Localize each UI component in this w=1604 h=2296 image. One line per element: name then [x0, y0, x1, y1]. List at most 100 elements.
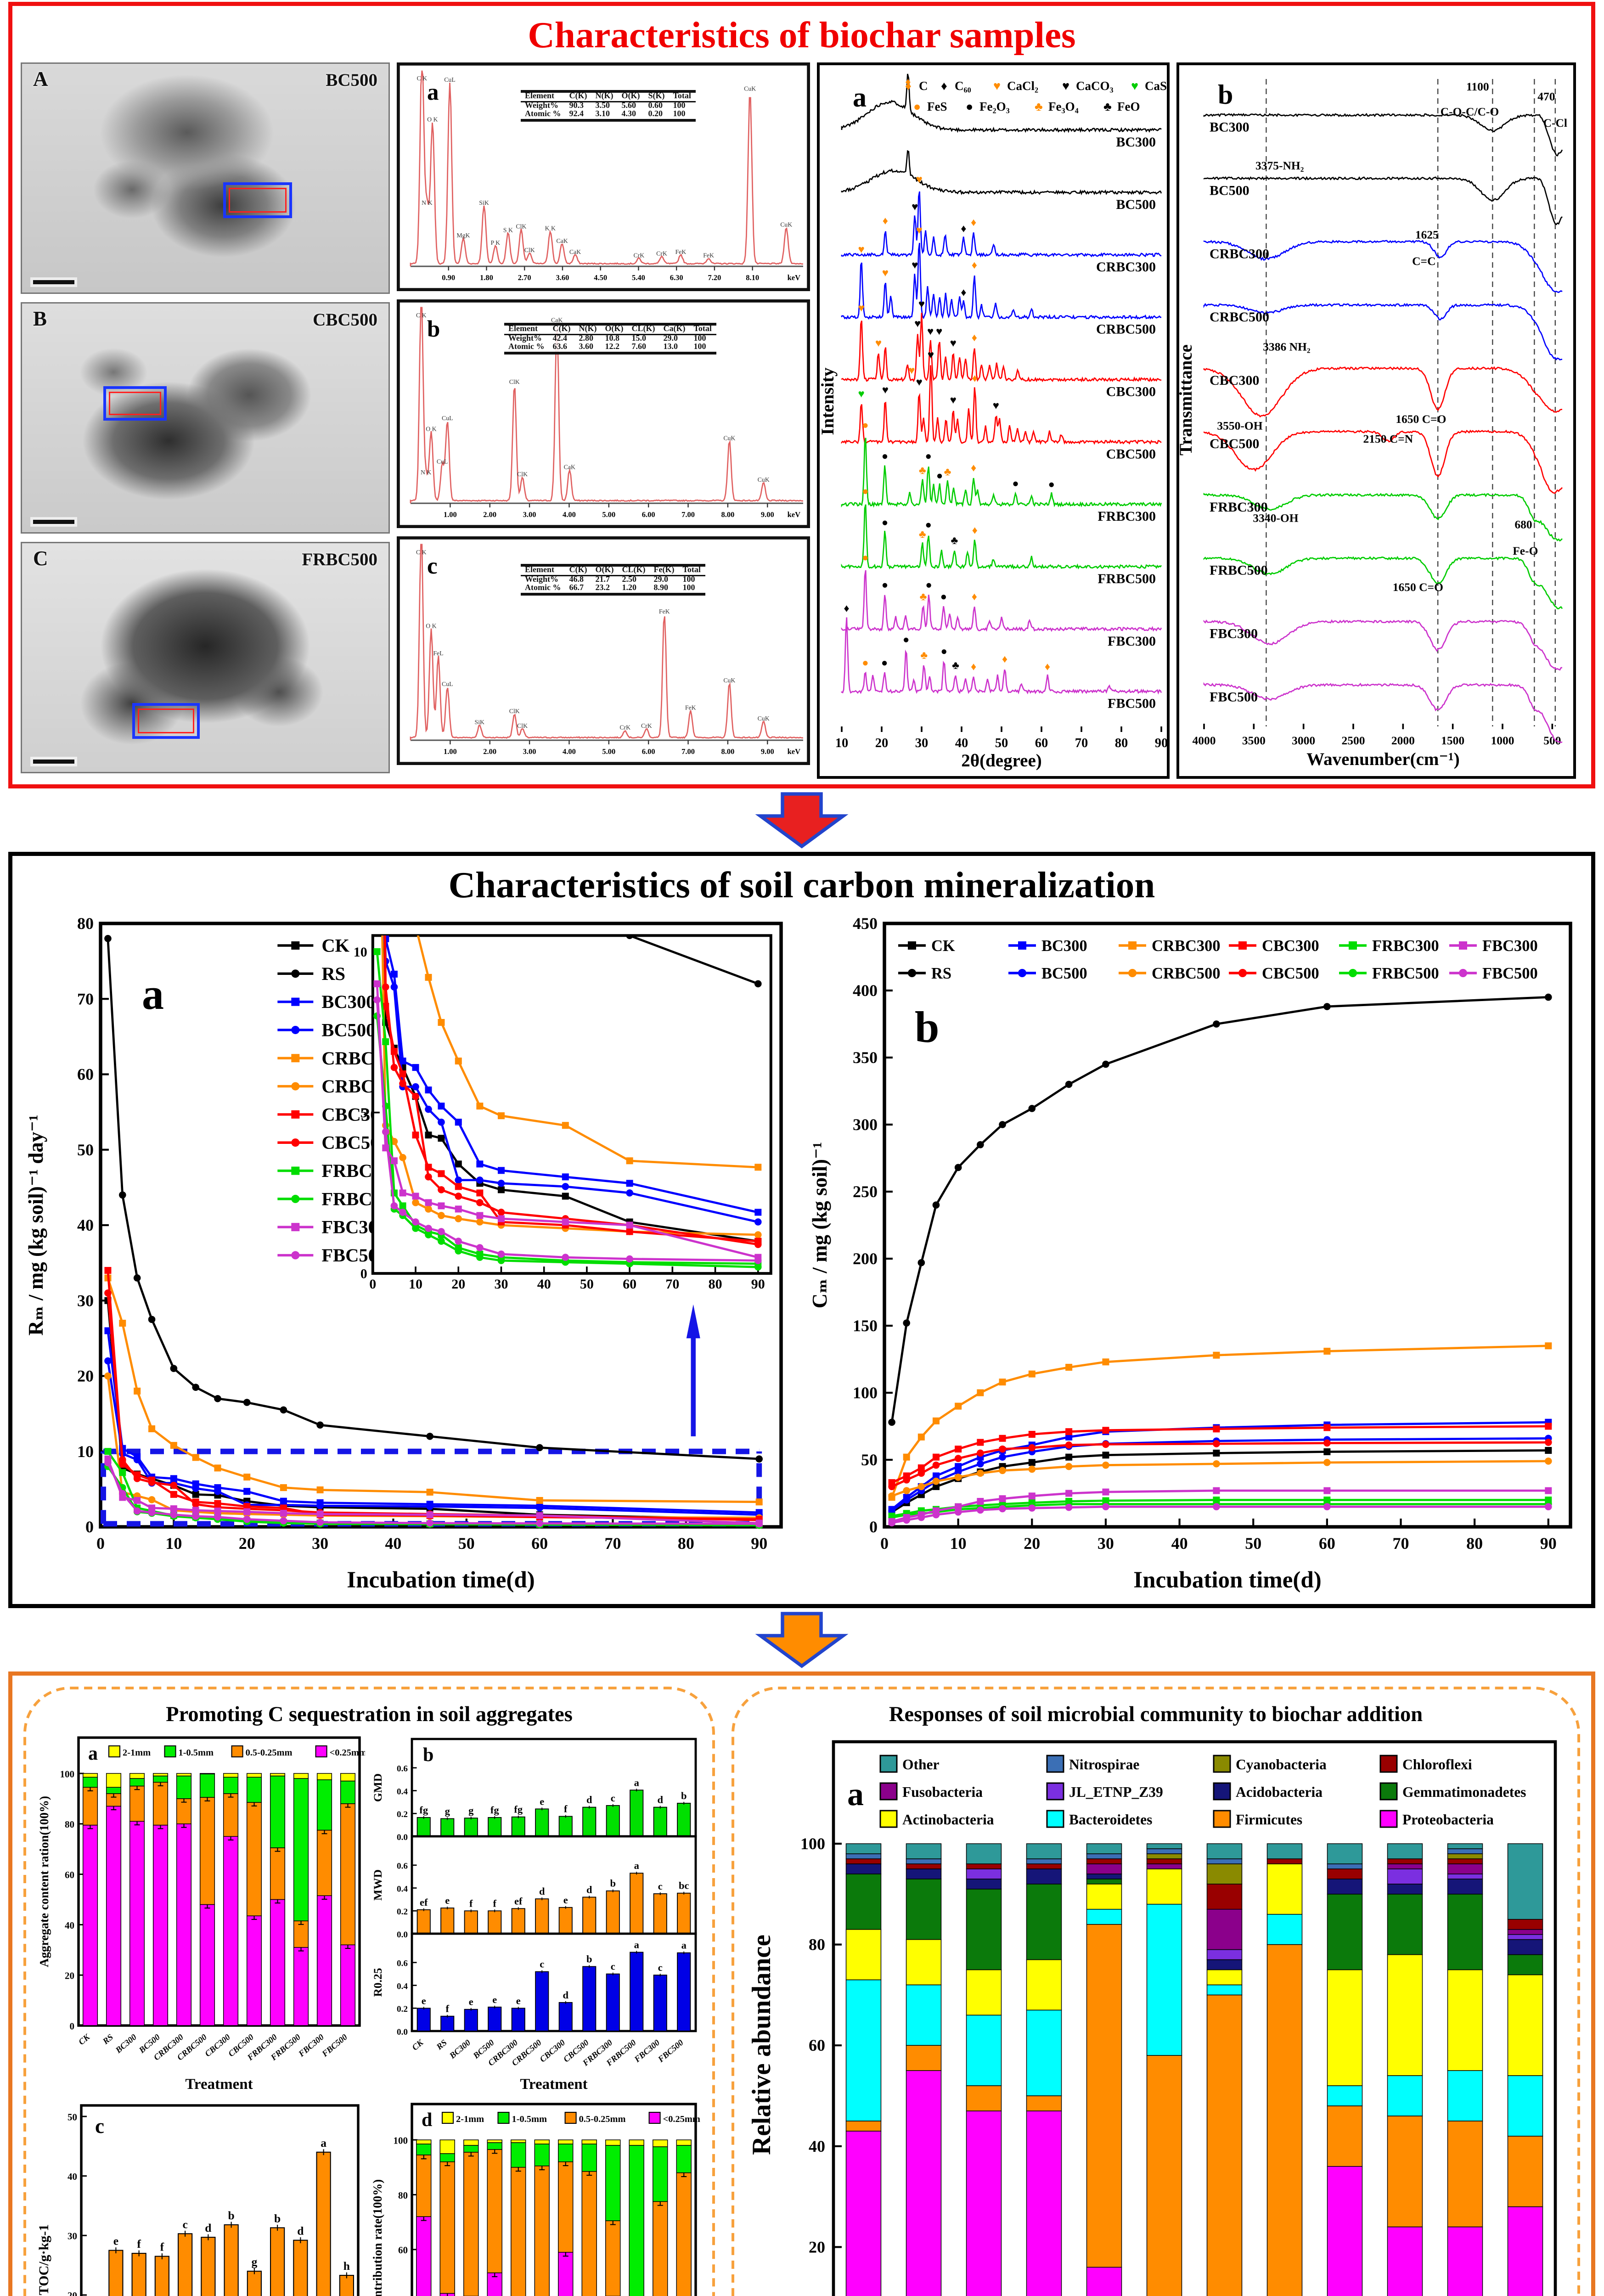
svg-text:40: 40	[955, 736, 968, 750]
svg-text:FBC300: FBC300	[1482, 937, 1538, 955]
svg-text:c: c	[658, 1962, 663, 1973]
svg-text:fg: fg	[419, 1804, 428, 1816]
svg-text:2500: 2500	[1342, 734, 1365, 747]
svg-text:680: 680	[1514, 518, 1532, 531]
svg-text:a: a	[88, 1743, 98, 1764]
svg-text:70: 70	[77, 990, 94, 1008]
svg-text:500: 500	[1543, 734, 1561, 747]
svg-text:♣: ♣	[920, 591, 927, 603]
svg-text:0.4: 0.4	[397, 1981, 408, 1991]
svg-text:e: e	[469, 1996, 473, 2008]
svg-text:♦: ♦	[971, 217, 976, 229]
svg-text:CK: CK	[77, 2032, 92, 2047]
svg-text:f: f	[160, 2240, 164, 2254]
svg-text:●: ●	[940, 591, 947, 603]
svg-text:CRBC500: CRBC500	[1210, 310, 1269, 325]
svg-text:♦: ♦	[971, 462, 976, 474]
tem-sample-label: BC500	[326, 69, 377, 90]
svg-text:FBC500: FBC500	[1210, 689, 1258, 704]
biochar-section-title: Characteristics of biochar samples	[528, 14, 1076, 56]
svg-text:RS: RS	[931, 965, 951, 982]
svg-text:1650 C=O: 1650 C=O	[1396, 412, 1446, 426]
svg-text:90: 90	[1540, 1534, 1557, 1553]
aggregates-box-title: Promoting C sequestration in soil aggreg…	[166, 1703, 573, 1727]
svg-text:BC500: BC500	[1210, 183, 1249, 198]
svg-text:FeK: FeK	[675, 248, 687, 255]
svg-text:CuL: CuL	[444, 76, 456, 83]
svg-text:BC300: BC300	[447, 2038, 473, 2061]
svg-text:♦: ♦	[941, 79, 947, 93]
xrd-chart: 10 20 30 40 50 60 70 80 90 2θ(degree) Intensity BC3…	[817, 62, 1170, 779]
svg-text:●: ●	[936, 470, 943, 482]
svg-text:♦: ♦	[961, 287, 966, 299]
svg-text:bc: bc	[679, 1880, 689, 1891]
svg-text:FRBC300: FRBC300	[1210, 500, 1268, 515]
svg-text:d: d	[586, 1884, 592, 1895]
svg-text:SiK: SiK	[479, 199, 489, 206]
svg-text:40: 40	[77, 1216, 94, 1234]
svg-text:♥: ♥	[912, 259, 918, 271]
svg-text:4000: 4000	[1193, 734, 1216, 747]
svg-text:0.4: 0.4	[397, 1884, 408, 1894]
svg-text:TOC contribution rate(100%): TOC contribution rate(100%)	[371, 2179, 384, 2296]
svg-text:0.0: 0.0	[397, 2027, 408, 2037]
svg-text:ClK: ClK	[524, 247, 535, 253]
svg-text:Incubation time(d): Incubation time(d)	[347, 1567, 535, 1593]
svg-text:CrK: CrK	[634, 252, 645, 259]
svg-text:40: 40	[65, 1920, 74, 1931]
svg-text:b: b	[1218, 79, 1233, 110]
svg-text:470: 470	[1537, 90, 1555, 103]
svg-text:●: ●	[966, 100, 973, 113]
svg-text:♣: ♣	[919, 529, 926, 540]
svg-text:20: 20	[809, 2238, 825, 2256]
svg-text:♦: ♦	[972, 259, 977, 271]
svg-text:10: 10	[835, 736, 849, 750]
svg-text:d: d	[657, 1794, 663, 1806]
microbial-community-chart: Other Nitrospirae Cyanobacteria Chloroflexi…	[747, 1740, 1557, 2296]
tem-scale-bar	[33, 520, 74, 524]
mineralization-title: Characteristics of soil carbon mineraliz…	[448, 864, 1155, 906]
svg-text:c: c	[182, 2217, 187, 2231]
svg-text:●: ●	[925, 579, 932, 591]
svg-text:C=C: C=C	[1412, 254, 1435, 268]
tem-roi-box	[102, 386, 167, 421]
svg-text:a: a	[142, 969, 164, 1019]
svg-text:7.00: 7.00	[681, 510, 695, 519]
svg-text:3.00: 3.00	[523, 747, 536, 756]
svg-text:CaSO₄: CaSO₄	[1145, 79, 1170, 93]
svg-text:b: b	[228, 2209, 235, 2222]
svg-text:40: 40	[385, 1534, 401, 1553]
svg-text:♥: ♥	[1131, 79, 1138, 93]
svg-text:CaK: CaK	[569, 248, 581, 255]
tem-image-bc500: A BC500	[21, 62, 390, 294]
svg-text:C K: C K	[416, 549, 427, 556]
svg-text:0.6: 0.6	[397, 1764, 408, 1774]
svg-text:d: d	[586, 1794, 592, 1806]
svg-text:♥: ♥	[914, 318, 921, 330]
svg-text:♣: ♣	[944, 466, 951, 478]
svg-text:●: ●	[862, 657, 869, 669]
svg-text:g: g	[468, 1805, 474, 1816]
svg-text:TOC/g·kg-1: TOC/g·kg-1	[37, 2224, 51, 2295]
svg-text:♦: ♦	[844, 602, 849, 614]
svg-text:RS: RS	[434, 2038, 449, 2052]
svg-text:CK: CK	[931, 937, 955, 955]
svg-text:30: 30	[1097, 1534, 1114, 1553]
svg-text:10: 10	[950, 1534, 967, 1553]
svg-text:FBC300: FBC300	[1210, 626, 1258, 642]
svg-text:keV: keV	[788, 747, 801, 756]
svg-text:CaK: CaK	[551, 317, 563, 324]
svg-text:50: 50	[580, 1277, 594, 1292]
svg-text:d: d	[422, 2110, 432, 2131]
svg-text:FeS: FeS	[927, 100, 947, 113]
svg-text:1650 C=O: 1650 C=O	[1393, 580, 1443, 594]
svg-text:a: a	[634, 1939, 639, 1950]
toc-contribution-chart: 020406080100CKRSBC300BC500CRBC300CRBC500…	[371, 2103, 700, 2296]
svg-text:CaCl₂: CaCl₂	[1007, 79, 1038, 93]
svg-text:O K: O K	[426, 426, 436, 433]
svg-text:50: 50	[861, 1451, 878, 1469]
svg-text:♦: ♦	[971, 661, 976, 673]
svg-text:100: 100	[800, 1835, 825, 1853]
svg-text:100: 100	[853, 1384, 878, 1402]
